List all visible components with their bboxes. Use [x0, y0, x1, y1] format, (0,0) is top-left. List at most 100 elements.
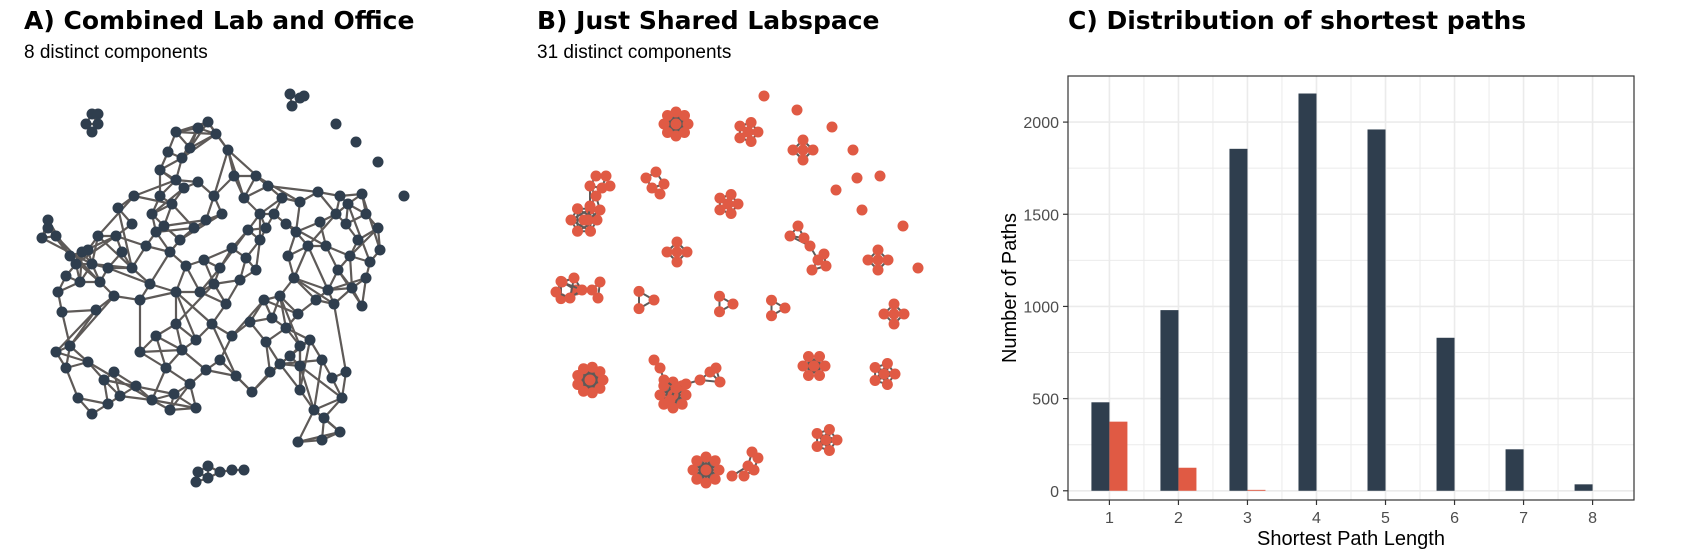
- network-a-edge: [346, 203, 372, 263]
- network-a-node: [108, 290, 120, 302]
- network-a-node: [166, 198, 178, 210]
- network-b-node: [752, 452, 764, 464]
- network-a-edge: [116, 207, 134, 269]
- network-b-component: [640, 166, 670, 200]
- network-b-node: [797, 144, 809, 156]
- network-b-node: [725, 188, 737, 200]
- network-a-node: [130, 380, 142, 392]
- network-a-node: [52, 286, 64, 298]
- network-a-node: [82, 356, 94, 368]
- network-a-node: [70, 258, 82, 270]
- network-a-node: [134, 294, 146, 306]
- network-a-node: [216, 208, 228, 220]
- network-a-node: [374, 244, 386, 256]
- network-a-node: [330, 118, 342, 130]
- network-a-node: [128, 190, 140, 202]
- network-a-node: [150, 226, 162, 238]
- network-b-node: [671, 256, 683, 268]
- network-b-node: [633, 303, 645, 315]
- network-a-node: [184, 378, 196, 390]
- network-a-node: [230, 370, 242, 382]
- network-b-node: [831, 434, 843, 446]
- network-a-node: [208, 190, 220, 202]
- network-a-node: [108, 366, 120, 378]
- network-a-node: [284, 88, 296, 100]
- network-a-edge: [175, 291, 213, 325]
- network-a-node: [356, 300, 368, 312]
- network-a-node: [226, 330, 238, 342]
- network-b-node: [869, 362, 881, 374]
- network-a-edge: [149, 251, 171, 285]
- network-b-node: [586, 387, 598, 399]
- network-a-node: [74, 276, 86, 288]
- network-a-node: [206, 318, 218, 330]
- network-b-node: [889, 368, 901, 380]
- network-a-node: [226, 464, 238, 476]
- network-a-node: [250, 264, 262, 276]
- network-a-node: [94, 276, 106, 288]
- network-a-node: [134, 346, 146, 358]
- bar-combined-8: [1574, 484, 1593, 491]
- network-a-node: [262, 180, 274, 192]
- network-a-edge: [139, 290, 177, 302]
- network-b-node: [681, 246, 693, 258]
- network-a-node: [294, 360, 306, 372]
- network-a-node: [86, 126, 98, 138]
- y-tick-label: 0: [1050, 484, 1059, 501]
- network-a-edge: [55, 350, 89, 364]
- network-a-edge: [87, 361, 153, 401]
- network-b-node: [766, 310, 777, 322]
- network-a-node: [276, 192, 288, 204]
- network-a-node: [238, 464, 250, 476]
- network-b-node: [823, 444, 835, 456]
- network-b-node: [700, 477, 712, 489]
- network-a-edge: [299, 365, 343, 399]
- network-a-node: [340, 218, 352, 230]
- network-b-component: [811, 424, 843, 456]
- network-b-node: [714, 290, 725, 302]
- network-b-component: [661, 236, 693, 268]
- network-b-node: [714, 204, 726, 216]
- network-a-node: [342, 198, 354, 210]
- network-b-node: [680, 389, 692, 401]
- network-a-node: [164, 404, 176, 416]
- network-a-node: [184, 142, 196, 154]
- network-a-node: [302, 240, 314, 252]
- network-a-edge: [360, 193, 382, 251]
- network-b-node: [687, 464, 699, 476]
- network-b-node: [584, 180, 596, 192]
- network-a-node: [72, 392, 84, 404]
- network-a-node: [200, 214, 212, 226]
- network-b-node: [671, 246, 683, 258]
- y-tick-label: 2000: [1023, 115, 1059, 132]
- network-a-node: [202, 472, 214, 484]
- network-a-edge: [292, 245, 310, 279]
- network-b-node: [888, 318, 900, 330]
- x-tick-label: 6: [1450, 510, 1459, 527]
- network-b-node: [565, 214, 577, 226]
- network-b-node: [633, 285, 645, 297]
- network-a-node: [310, 294, 322, 306]
- network-b-node: [808, 360, 820, 372]
- network-b-node: [691, 473, 703, 485]
- network-b-node: [862, 254, 874, 266]
- network-a-node: [42, 222, 54, 234]
- network-b-node: [648, 294, 660, 306]
- network-a-node: [82, 244, 94, 256]
- network-a-node: [42, 214, 54, 226]
- network-a-node: [372, 222, 384, 234]
- bar-labspace-2: [1178, 467, 1197, 491]
- network-a-edge: [133, 178, 177, 198]
- network-b-node: [640, 172, 652, 184]
- network-a-node: [292, 436, 304, 448]
- network-b-node: [811, 440, 823, 452]
- network-a-node: [398, 190, 410, 202]
- network-a-edge: [61, 308, 97, 314]
- network-b-node: [682, 118, 694, 130]
- network-a-node: [202, 460, 214, 472]
- network-a-node: [114, 390, 126, 402]
- network-b-node: [585, 225, 596, 237]
- network-a-node: [80, 118, 92, 130]
- network-a-node: [90, 304, 102, 316]
